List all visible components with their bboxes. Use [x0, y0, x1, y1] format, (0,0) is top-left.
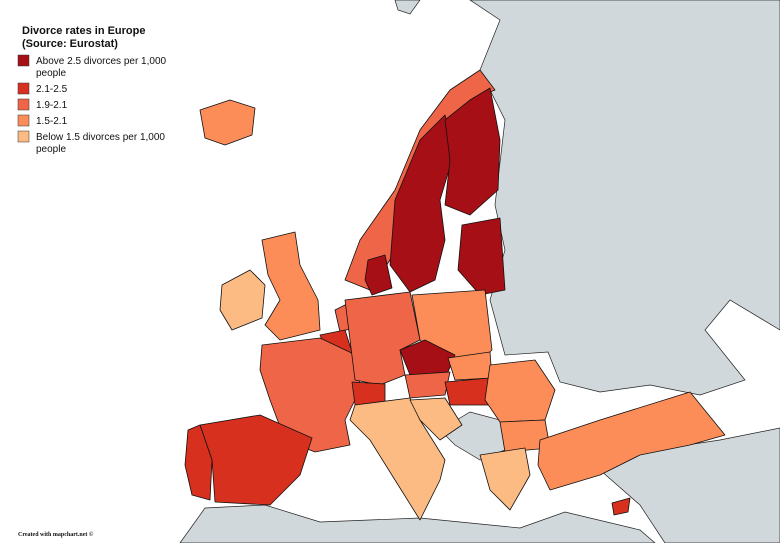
legend-label: 1.5-2.1 [36, 116, 68, 127]
country [199, 99, 256, 146]
title: Divorce rates in Europe [22, 25, 146, 37]
country [259, 337, 361, 453]
country [219, 269, 266, 331]
country [184, 424, 213, 501]
country [457, 217, 506, 296]
legend-swatch [17, 54, 30, 67]
country [409, 397, 463, 441]
country [444, 87, 501, 216]
country [444, 377, 491, 406]
legend-label: people [36, 144, 66, 155]
credit: Created with mapchart.net © [18, 531, 94, 538]
legend-label: Below 1.5 divorces per 1,000 [36, 132, 165, 143]
countries [184, 69, 726, 521]
legend-swatch [17, 114, 30, 127]
country [199, 414, 313, 506]
legend-swatch [17, 98, 30, 111]
legend-label: 1.9-2.1 [36, 100, 68, 111]
legend-swatch [17, 82, 30, 95]
country [537, 391, 726, 491]
country [479, 447, 531, 511]
legend-label: 2.1-2.5 [36, 84, 68, 95]
legend-label: people [36, 68, 66, 79]
country [404, 371, 451, 399]
legend: Above 2.5 divorces per 1,000people2.1-2.… [17, 54, 167, 155]
title: (Source: Eurostat) [22, 38, 118, 50]
country [364, 254, 393, 296]
legend-label: Above 2.5 divorces per 1,000 [36, 56, 167, 67]
country [261, 231, 321, 341]
country [389, 114, 456, 293]
country [611, 497, 631, 516]
legend-swatch [17, 130, 30, 143]
